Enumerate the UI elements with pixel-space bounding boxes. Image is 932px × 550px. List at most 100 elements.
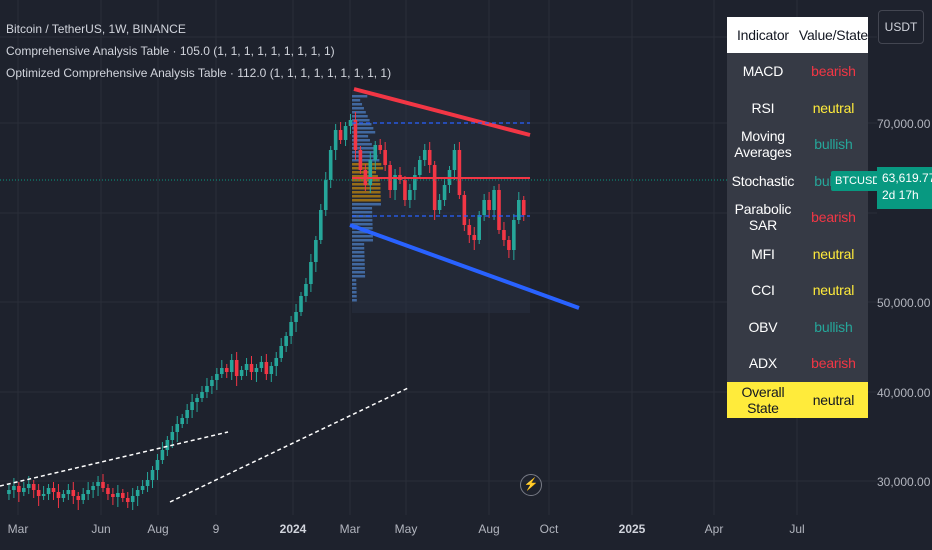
volume-profile-bar [352,283,357,286]
candle-body [472,235,477,240]
candle-body [408,190,412,200]
indicator-name: OBV [727,308,799,345]
indicator-name: ADX [727,345,799,382]
time-axis-label: Apr [704,522,724,536]
time-axis-label: Oct [539,522,559,536]
support-line-1 [0,431,229,487]
time-axis-label: 2024 [279,522,307,536]
currency-button[interactable]: USDT [878,10,924,44]
candle-body [116,493,120,497]
candle-body [22,488,26,492]
candle-body [111,494,115,497]
indicator-name: MFI [727,235,799,272]
candle-body [368,160,373,185]
candle-body [457,150,462,195]
indicator-state: bullish [798,308,868,345]
candle-body [130,496,135,502]
candle-body [452,150,457,170]
candle-body [26,484,31,488]
table-row: Moving Averages bullish [727,126,868,163]
volume-profile-bar [352,287,357,290]
candle-body [81,494,85,500]
time-axis-label: 9 [212,522,220,536]
volume-profile-bar [352,291,357,294]
candle-body [289,322,293,336]
indicator-name: Stochastic [727,162,799,199]
candle-body [86,490,90,494]
volume-profile-bar [352,251,365,254]
candle-body [160,450,165,460]
indicator-name: RSI [727,89,799,126]
candle-body [220,368,224,374]
candle-body [492,190,496,210]
table-header-row: Indicator Value/State [727,17,868,53]
symbol-tag: BTCUSDT [831,171,891,191]
volume-profile-bar [352,143,372,146]
candle-body [145,480,150,486]
candle-body [309,262,313,284]
volume-profile-bar [352,123,372,126]
legend-symbol[interactable]: Bitcoin / TetherUS, 1W, BINANCE [6,22,186,36]
table-row: MACD bearish [727,53,868,90]
indicator-name: CCI [727,272,799,309]
candle-body [150,470,155,480]
legend-indicator-1[interactable]: Comprehensive Analysis Table · 105.0 (1,… [6,44,335,58]
table-row: Parabolic SAR bearish [727,199,868,236]
time-axis-label: Aug [147,522,169,536]
time-axis-label: Mar [339,522,361,536]
candle-body [393,175,397,190]
candle-body [502,230,506,240]
candle-body [467,225,472,235]
candle-body [46,488,51,494]
candle-body [101,482,105,488]
volume-profile-bar [352,231,373,234]
candle-body [383,150,387,165]
indicator-state: bearish [798,345,868,382]
volume-profile-bar [352,219,373,222]
bar-countdown: 2d 17h [882,188,919,202]
legend-indicator-2[interactable]: Optimized Comprehensive Analysis Table ·… [6,66,392,80]
candle-body [234,360,239,376]
volume-profile-bar [352,275,366,278]
price-axis-label: 30,000.00 [877,475,931,489]
indicator-state: bullish [798,126,868,163]
candle-body [66,490,71,494]
candle-body [140,486,145,490]
candle-body [477,215,481,240]
candle-body [205,386,209,392]
volume-profile-bar [352,111,366,114]
candle-body [125,498,130,502]
candle-body [338,130,343,140]
volume-profile-bar [352,239,374,242]
candle-body [61,494,66,498]
candle-body [259,362,264,368]
candle-body [155,460,160,470]
volume-profile-bar [352,103,363,106]
candle-body [175,424,180,432]
candle-body [319,210,323,240]
lightning-icon[interactable]: ⚡ [520,474,542,496]
time-axis-label: 2025 [618,522,646,536]
candle-body [165,440,170,450]
indicator-name: MACD [727,53,799,90]
upper-trendline [353,87,531,137]
volume-profile-bar [352,135,369,138]
candle-body [442,185,447,200]
volume-profile-bar [352,299,357,302]
candle-body [487,200,491,210]
candle-body [517,200,521,220]
candle-body [170,432,175,440]
candle-body [497,190,501,230]
price-axis-label: 40,000.00 [877,386,931,400]
volume-profile-bar [352,267,365,270]
candle-body [323,180,328,210]
volume-profile-bar [352,163,382,166]
volume-profile-bar [352,199,381,202]
candle-body [437,200,442,210]
candle-body [418,160,422,175]
candle-body [180,418,184,424]
overall-row: Overall State neutral [727,381,868,418]
candle-body [314,240,318,262]
candle-body [264,362,269,374]
